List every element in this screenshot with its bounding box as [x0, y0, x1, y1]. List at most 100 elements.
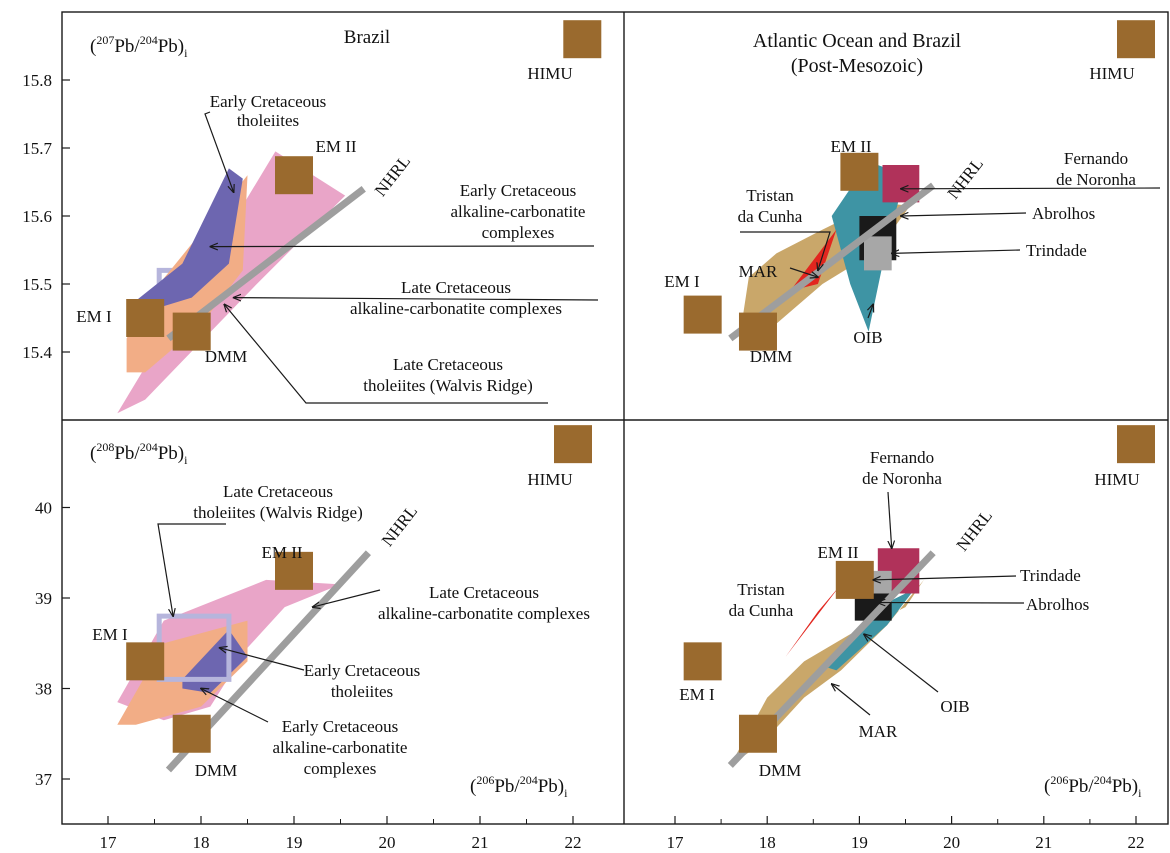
xtick-label: 20	[943, 833, 960, 852]
label-lct-bl-2: tholeiites (Walvis Ridge)	[193, 503, 363, 522]
label-fn-br-2: de Noronha	[862, 469, 942, 488]
leader-top-left-early-cretaceous-tholeiites	[204, 111, 234, 192]
label-oib-br: OIB	[940, 697, 969, 716]
label-ecac-bl-3: complexes	[304, 759, 377, 778]
reservoir-bottom-left-em-ii	[275, 551, 313, 590]
label-dmm-bl: DMM	[195, 761, 238, 780]
label-lcac-bl-2: alkaline-carbonatite complexes	[378, 604, 590, 623]
leader-top-right-trindade	[892, 250, 1021, 253]
panel-title-brazil: Brazil	[344, 27, 390, 48]
axis-layer: 15.4 15.5 15.6 15.7 15.8 37 38 39 40 17 18 19 20 21 22…	[22, 71, 1144, 852]
label-tc-br-1: Tristan	[737, 580, 785, 599]
label-ecac-bl-2: alkaline-carbonatite	[273, 738, 408, 757]
xtick-label: 21	[472, 833, 489, 852]
x-axis-title-bl: (206Pb/204Pb)i	[470, 773, 568, 800]
leader-top-right-abrolhos	[901, 213, 1027, 216]
reservoir-bottom-right-dmm	[738, 714, 777, 753]
leader-bottom-left-late-cretaceous-alkaline-carbonatite-complexes	[313, 589, 381, 607]
panel-top-left-text: Brazil (207Pb/204Pb)i HIMU EM II EM I DM…	[76, 27, 585, 395]
reservoir-top-left-dmm	[172, 312, 211, 351]
label-lcac-bl-1: Late Cretaceous	[429, 583, 539, 602]
leader-layer	[157, 111, 1161, 723]
label-ecac-tl-3: complexes	[482, 223, 555, 242]
ytick-label: 40	[35, 499, 52, 518]
label-nhrl-bl: NHRL	[378, 502, 421, 550]
leader-bottom-right-trindade	[873, 575, 1017, 580]
label-nhrl-tr: NHRL	[944, 154, 987, 202]
field-bottom-left-late-cretaceous-tholeiites-walvis-ridge	[156, 613, 232, 682]
panel-title-atlantic-2: (Post-Mesozoic)	[791, 55, 923, 77]
label-em1-tr: EM I	[664, 272, 700, 291]
label-em2-tl: EM II	[315, 137, 356, 156]
label-ect-bl-1: Early Cretaceous	[304, 661, 421, 680]
leader-bottom-left-early-cretaceous-alkaline-carbonatite-complexes	[201, 689, 269, 723]
leader-top-right-tristan-da-cunha	[740, 231, 831, 270]
label-ect-tl-1: Early Cretaceous	[210, 92, 327, 111]
reservoir-top-right-dmm	[738, 312, 777, 351]
label-tc-br-2: da Cunha	[729, 601, 794, 620]
ytick-label: 15.5	[22, 275, 52, 294]
label-lcac-tl-1: Late Cretaceous	[401, 278, 511, 297]
xtick-label: 21	[1035, 833, 1052, 852]
xtick-label: 19	[286, 833, 303, 852]
leader-top-left-early-cretaceous-alkaline-carbonatite-complexes	[210, 246, 595, 247]
label-ecac-tl-2: alkaline-carbonatite	[451, 202, 586, 221]
leader-bottom-left-early-cretaceous-tholeiites	[220, 648, 305, 671]
reservoir-bottom-right-em-i	[683, 642, 722, 681]
label-em2-bl: EM II	[261, 543, 302, 562]
leader-top-right-oib	[868, 304, 873, 319]
panel-frame	[61, 11, 1169, 825]
xtick-label: 22	[565, 833, 582, 852]
label-nhrl-tl: NHRL	[371, 152, 414, 200]
label-lct-tl-2: tholeiites (Walvis Ridge)	[363, 376, 533, 395]
leader-top-left-late-cretaceous-alkaline-carbonatite-complexes	[234, 298, 599, 300]
label-abrolhos-tr: Abrolhos	[1032, 204, 1095, 223]
label-em2-br: EM II	[817, 543, 858, 562]
label-trindade-tr: Trindade	[1026, 241, 1087, 260]
label-himu-tl: HIMU	[527, 64, 572, 83]
label-mar-br: MAR	[859, 722, 898, 741]
xtick-label: 19	[851, 833, 868, 852]
label-tc-tr-2: da Cunha	[738, 207, 803, 226]
reservoir-bottom-left-em-i	[126, 642, 165, 681]
label-fn-tr-2: de Noronha	[1056, 170, 1136, 189]
reservoir-bottom-left-dmm	[172, 714, 211, 753]
field-top-right-tristan-da-cunha	[790, 229, 837, 291]
label-lct-bl-1: Late Cretaceous	[223, 482, 333, 501]
label-abrolhos-br: Abrolhos	[1026, 595, 1089, 614]
reservoir-bottom-right-himu	[1117, 425, 1155, 464]
reservoir-bottom-left-himu	[554, 425, 592, 464]
label-fn-tr-1: Fernando	[1064, 149, 1128, 168]
label-fn-br-1: Fernando	[870, 448, 934, 467]
leader-bottom-right-abrolhos	[878, 603, 1025, 604]
leader-bottom-left-late-cretaceous-tholeiites-walvis-ridge	[157, 523, 226, 616]
label-em2-tr: EM II	[830, 137, 871, 156]
xtick-label: 17	[667, 833, 685, 852]
x-axis-title-br: (206Pb/204Pb)i	[1044, 773, 1142, 800]
ytick-label: 37	[35, 770, 53, 789]
leader-top-right-mar	[789, 267, 818, 277]
panel-title-atlantic-1: Atlantic Ocean and Brazil	[753, 30, 962, 52]
leader-top-right-fernando-de-noronha	[901, 188, 1161, 189]
reservoir-layer	[126, 20, 1155, 753]
field-top-left-early-cretaceous-tholeiites	[131, 168, 243, 315]
label-lcac-tl-2: alkaline-carbonatite complexes	[350, 299, 562, 318]
label-tc-tr-1: Tristan	[746, 186, 794, 205]
label-ect-bl-2: tholeiites	[331, 682, 393, 701]
label-dmm-tr: DMM	[750, 347, 793, 366]
panel-bottom-left-text: (208Pb/204Pb)i HIMU EM II EM I DMM NHRL …	[90, 440, 590, 800]
y-axis-title-208: (208Pb/204Pb)i	[90, 440, 188, 467]
y-axis-title-207: (207Pb/204Pb)i	[90, 33, 188, 60]
label-nhrl-br: NHRL	[953, 506, 996, 554]
reservoir-top-left-em-ii	[275, 156, 313, 195]
label-himu-bl: HIMU	[527, 470, 572, 489]
label-dmm-br: DMM	[759, 761, 802, 780]
label-trindade-br: Trindade	[1020, 566, 1081, 585]
reservoir-top-right-em-i	[683, 295, 722, 334]
label-em1-br: EM I	[679, 685, 715, 704]
ytick-label: 38	[35, 680, 52, 699]
field-top-right-trindade	[864, 236, 892, 271]
reservoir-top-left-himu	[563, 20, 602, 59]
leader-bottom-right-oib	[864, 634, 939, 693]
xtick-label: 20	[379, 833, 396, 852]
